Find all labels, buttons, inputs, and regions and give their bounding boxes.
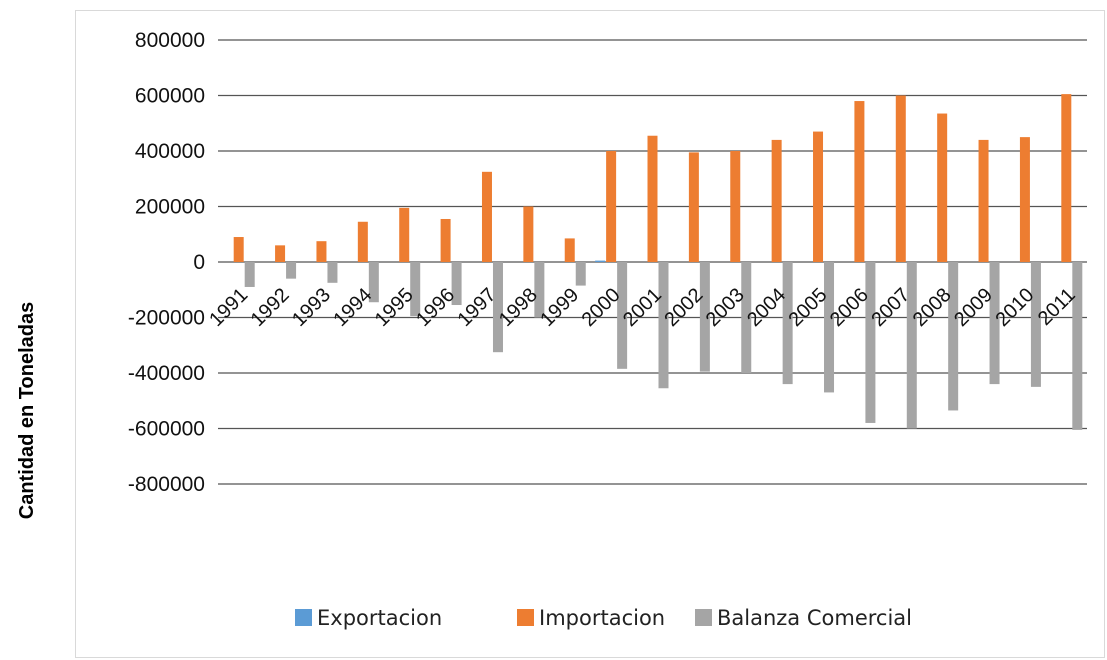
bar <box>617 262 628 369</box>
bar <box>906 262 917 429</box>
bar <box>233 237 244 262</box>
bar <box>368 262 379 303</box>
bar <box>699 262 710 372</box>
bar <box>606 151 617 262</box>
bar <box>1019 137 1030 262</box>
bar <box>399 207 410 262</box>
x-tick-label: 1992 <box>247 284 294 331</box>
y-axis-ticks: 800000 600000 400000 200000 0 -200000 -400000 -… <box>128 29 205 496</box>
bar <box>895 95 906 262</box>
bar <box>316 241 327 262</box>
legend-label: Importacion <box>539 606 665 630</box>
legend-swatch <box>295 609 312 626</box>
y-tick-label: -800000 <box>128 473 205 496</box>
bar <box>730 151 741 262</box>
bar <box>595 260 606 262</box>
y-tick-label: 400000 <box>135 140 205 163</box>
bar <box>978 139 989 262</box>
bar <box>1072 262 1083 430</box>
y-tick-label: 600000 <box>135 85 205 108</box>
chart-frame <box>75 10 1105 658</box>
bar <box>440 218 451 262</box>
bar <box>286 262 297 279</box>
bar <box>824 262 835 393</box>
bar <box>523 206 534 262</box>
bar <box>357 221 368 262</box>
bar <box>771 139 782 262</box>
bar <box>244 262 255 287</box>
bar <box>989 262 1000 385</box>
bar <box>564 238 575 262</box>
gridlines <box>218 39 1087 485</box>
y-tick-label: -200000 <box>128 307 205 330</box>
bars <box>233 94 1083 430</box>
bar <box>481 171 492 262</box>
y-tick-label: 0 <box>193 251 205 274</box>
legend-label: Balanza Comercial <box>717 606 912 630</box>
bar <box>782 262 793 385</box>
bar <box>451 262 462 306</box>
bar <box>813 131 824 262</box>
legend-swatch <box>695 609 712 626</box>
bar <box>854 101 865 262</box>
bar <box>741 262 752 373</box>
bar <box>534 262 545 318</box>
bar <box>275 245 286 262</box>
bar <box>492 262 503 353</box>
bar <box>1030 262 1041 387</box>
x-tick-label: 1991 <box>205 284 252 331</box>
bar <box>865 262 876 423</box>
bar <box>688 152 699 262</box>
legend-label: Exportacion <box>317 606 442 630</box>
legend-swatch <box>517 609 534 626</box>
bar <box>575 262 586 286</box>
bar <box>948 262 959 411</box>
legend: Exportacion Importacion Balanza Comercial <box>295 606 912 630</box>
bar <box>327 262 338 283</box>
x-tick-label: 1993 <box>288 284 335 331</box>
y-tick-label: -400000 <box>128 362 205 385</box>
bar <box>410 262 421 317</box>
bar <box>937 113 948 262</box>
y-tick-label: 200000 <box>135 196 205 219</box>
y-tick-label: 800000 <box>135 29 205 52</box>
y-tick-label: -600000 <box>128 418 205 441</box>
bar <box>658 262 669 389</box>
bar <box>1061 94 1072 262</box>
bar <box>647 135 658 262</box>
